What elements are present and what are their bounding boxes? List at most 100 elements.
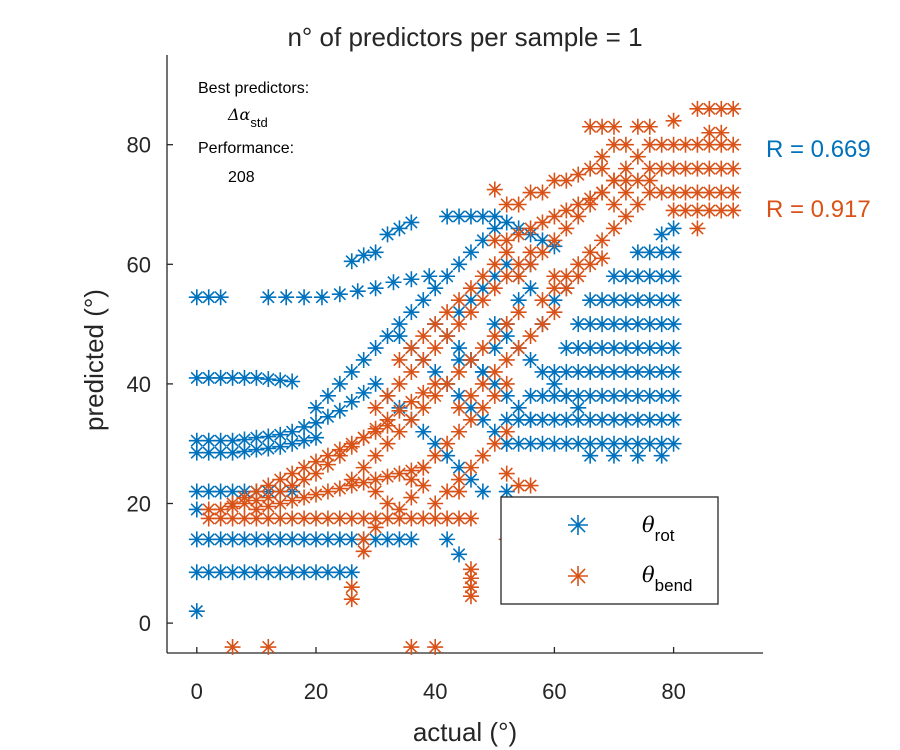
data-point-rot [570, 316, 587, 333]
data-point-bend [546, 280, 563, 297]
data-point-rot [212, 432, 229, 449]
data-point-rot [582, 292, 599, 309]
data-point-bend [403, 462, 420, 479]
data-point-rot [224, 432, 241, 449]
data-point-bend [677, 136, 694, 153]
data-point-rot [200, 444, 217, 461]
data-point-bend [546, 172, 563, 189]
data-point-bend [260, 639, 277, 656]
data-point-rot [510, 435, 527, 452]
data-point-bend [343, 591, 360, 608]
data-point-bend [367, 399, 384, 416]
data-point-rot [451, 459, 468, 476]
data-point-bend [522, 477, 539, 494]
data-point-bend [391, 501, 408, 518]
data-point-rot [272, 372, 289, 389]
data-point-rot [558, 363, 575, 380]
data-point-rot [665, 363, 682, 380]
data-point-bend [308, 465, 324, 482]
data-point-bend [212, 510, 229, 527]
data-point-bend [474, 340, 491, 357]
data-point-bend [355, 543, 372, 560]
data-point-rot [272, 438, 289, 455]
data-point-bend [355, 429, 372, 446]
data-point-rot [641, 435, 658, 452]
data-point-bend [558, 202, 575, 219]
data-point-rot [462, 292, 479, 309]
data-point-rot [653, 292, 670, 309]
data-point-rot [415, 423, 432, 440]
data-point-rot [570, 387, 587, 404]
data-point-rot [558, 435, 575, 452]
data-point-bend [415, 399, 432, 416]
data-point-rot [427, 363, 444, 380]
best-predictors-label: Best predictors: [198, 80, 309, 97]
data-point-rot [617, 340, 634, 357]
data-point-bend [594, 184, 611, 201]
data-point-bend [665, 160, 682, 177]
data-point-rot [534, 363, 551, 380]
data-point-bend [606, 172, 622, 189]
data-point-rot [212, 369, 229, 386]
data-point-rot [188, 289, 205, 306]
data-point-rot [379, 328, 396, 345]
data-point-rot [391, 316, 408, 333]
data-point-bend [653, 136, 670, 153]
data-point-rot [498, 328, 515, 345]
data-point-bend [665, 136, 682, 153]
data-point-bend [486, 280, 503, 297]
performance-value: 208 [228, 169, 255, 186]
data-point-rot [546, 375, 563, 392]
data-point-rot [421, 268, 438, 285]
data-point-bend [570, 208, 587, 225]
data-point-bend [462, 304, 479, 321]
data-point-bend [713, 184, 730, 201]
data-point-bend [343, 579, 360, 596]
data-point-rot [224, 531, 241, 548]
data-point-bend [367, 423, 384, 440]
data-point-rot [665, 435, 682, 452]
data-point-bend [629, 172, 646, 189]
data-point-rot [665, 340, 682, 357]
data-point-rot [474, 363, 491, 380]
data-point-rot [558, 340, 575, 357]
data-point-rot [188, 564, 205, 581]
data-point-bend [498, 268, 515, 285]
data-point-bend [403, 363, 420, 380]
data-point-bend [415, 328, 432, 345]
data-point-rot [486, 316, 503, 333]
data-point-rot [319, 387, 336, 404]
best-predictor-value: Δαstd [227, 105, 268, 130]
data-point-rot [594, 316, 611, 333]
data-point-rot [331, 531, 348, 548]
data-point-bend [236, 489, 253, 506]
data-point-rot [367, 244, 384, 261]
axes [166, 55, 763, 654]
data-point-bend [701, 124, 718, 141]
data-point-rot [308, 564, 324, 581]
data-point-rot [546, 387, 563, 404]
data-point-rot [522, 387, 539, 404]
data-point-rot [403, 531, 420, 548]
data-point-rot [617, 316, 634, 333]
legend-rot-symbol: θ [642, 513, 655, 537]
data-point-bend [582, 196, 599, 213]
data-point-rot [665, 411, 682, 428]
data-point-rot [498, 435, 515, 452]
data-point-bend [510, 477, 527, 494]
data-point-bend [451, 471, 468, 488]
data-point-bend [606, 136, 622, 153]
data-point-bend [498, 351, 515, 368]
data-point-bend [653, 184, 670, 201]
data-point-rot [570, 399, 587, 416]
data-point-bend [367, 510, 384, 527]
data-point-bend [451, 423, 468, 440]
data-point-bend [677, 202, 694, 219]
data-point-bend [439, 483, 456, 500]
data-point-rot [236, 443, 253, 460]
data-point-rot [653, 363, 670, 380]
data-point-rot [451, 546, 468, 563]
y-tick-label: 20 [127, 492, 151, 517]
data-point-rot [665, 268, 682, 285]
data-point-bend [629, 196, 646, 213]
